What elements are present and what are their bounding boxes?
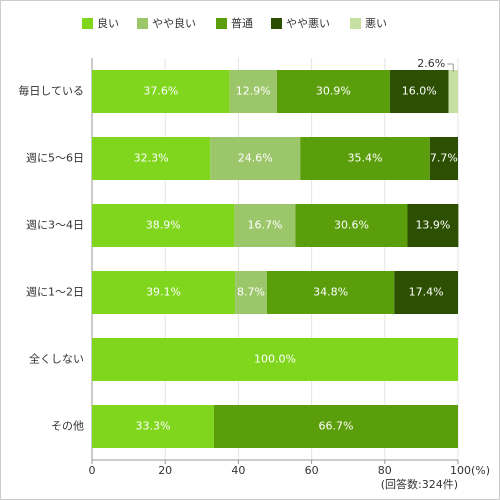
- data-label: 13.9%: [415, 219, 450, 232]
- data-label: 30.6%: [334, 219, 369, 232]
- bar-segment: [295, 204, 408, 247]
- data-label: 12.9%: [236, 85, 271, 98]
- legend-swatch: [82, 18, 93, 29]
- x-tick-label: 100(%): [450, 464, 490, 477]
- bar-segment: [266, 271, 395, 314]
- bar-segment: [448, 70, 458, 113]
- x-tick-label: 80: [378, 464, 392, 477]
- y-tick-label: 全くしない: [29, 352, 84, 366]
- data-label: 7.7%: [430, 152, 458, 165]
- y-tick-label: 毎日している: [18, 85, 84, 98]
- data-label: 33.3%: [135, 420, 170, 433]
- legend-swatch: [271, 18, 282, 29]
- bar-segment: [300, 137, 430, 180]
- data-label: 8.7%: [237, 286, 265, 299]
- bar-segment: [429, 137, 458, 180]
- bar-segment: [276, 70, 390, 113]
- data-label: 32.3%: [134, 152, 169, 165]
- data-label: 17.4%: [409, 286, 444, 299]
- bar-segment: [213, 405, 458, 448]
- data-label: 34.8%: [313, 286, 348, 299]
- y-tick-label: 週に3～4日: [26, 219, 84, 232]
- bar-segment: [210, 137, 301, 180]
- bar-segment: [92, 70, 230, 113]
- bar-segment: [407, 204, 459, 247]
- y-tick-label: 週に5～6日: [26, 152, 84, 165]
- bar-segment: [92, 338, 458, 381]
- data-label: 38.9%: [146, 219, 181, 232]
- data-label: 30.9%: [316, 85, 351, 98]
- x-tick-label: 0: [89, 464, 96, 477]
- legend-label: やや良い: [152, 16, 196, 30]
- legend-swatch: [216, 18, 227, 29]
- data-label: 16.0%: [402, 85, 437, 98]
- bar-segment: [234, 204, 296, 247]
- data-label: 66.7%: [318, 420, 353, 433]
- bar-segment: [92, 137, 211, 180]
- note: (回答数:324件): [381, 477, 458, 491]
- x-tick-label: 60: [305, 464, 319, 477]
- bar-segment: [92, 405, 214, 448]
- bar-segment: [394, 271, 458, 314]
- data-label: 37.6%: [143, 85, 178, 98]
- data-label: 24.6%: [238, 152, 273, 165]
- legend-swatch: [137, 18, 148, 29]
- data-label: 2.6%: [417, 57, 445, 70]
- data-label: 16.7%: [247, 219, 282, 232]
- bar-segment: [92, 271, 236, 314]
- x-tick-label: 20: [158, 464, 172, 477]
- data-label: 39.1%: [146, 286, 181, 299]
- legend-label: やや悪い: [286, 17, 330, 30]
- x-tick-label: 40: [231, 464, 245, 477]
- bar-segment: [229, 70, 277, 113]
- bar-segment: [235, 271, 267, 314]
- data-label: 100.0%: [254, 353, 296, 366]
- legend-label: 普通: [231, 16, 253, 30]
- legend-label: 良い: [97, 16, 119, 30]
- y-tick-label: その他: [51, 420, 84, 433]
- y-tick-label: 週に1～2日: [26, 286, 84, 299]
- bar-segment: [389, 70, 449, 113]
- legend-swatch: [350, 18, 361, 29]
- legend-label: 悪い: [365, 17, 387, 30]
- bar-segment: [92, 204, 235, 247]
- data-label: 35.4%: [348, 152, 383, 165]
